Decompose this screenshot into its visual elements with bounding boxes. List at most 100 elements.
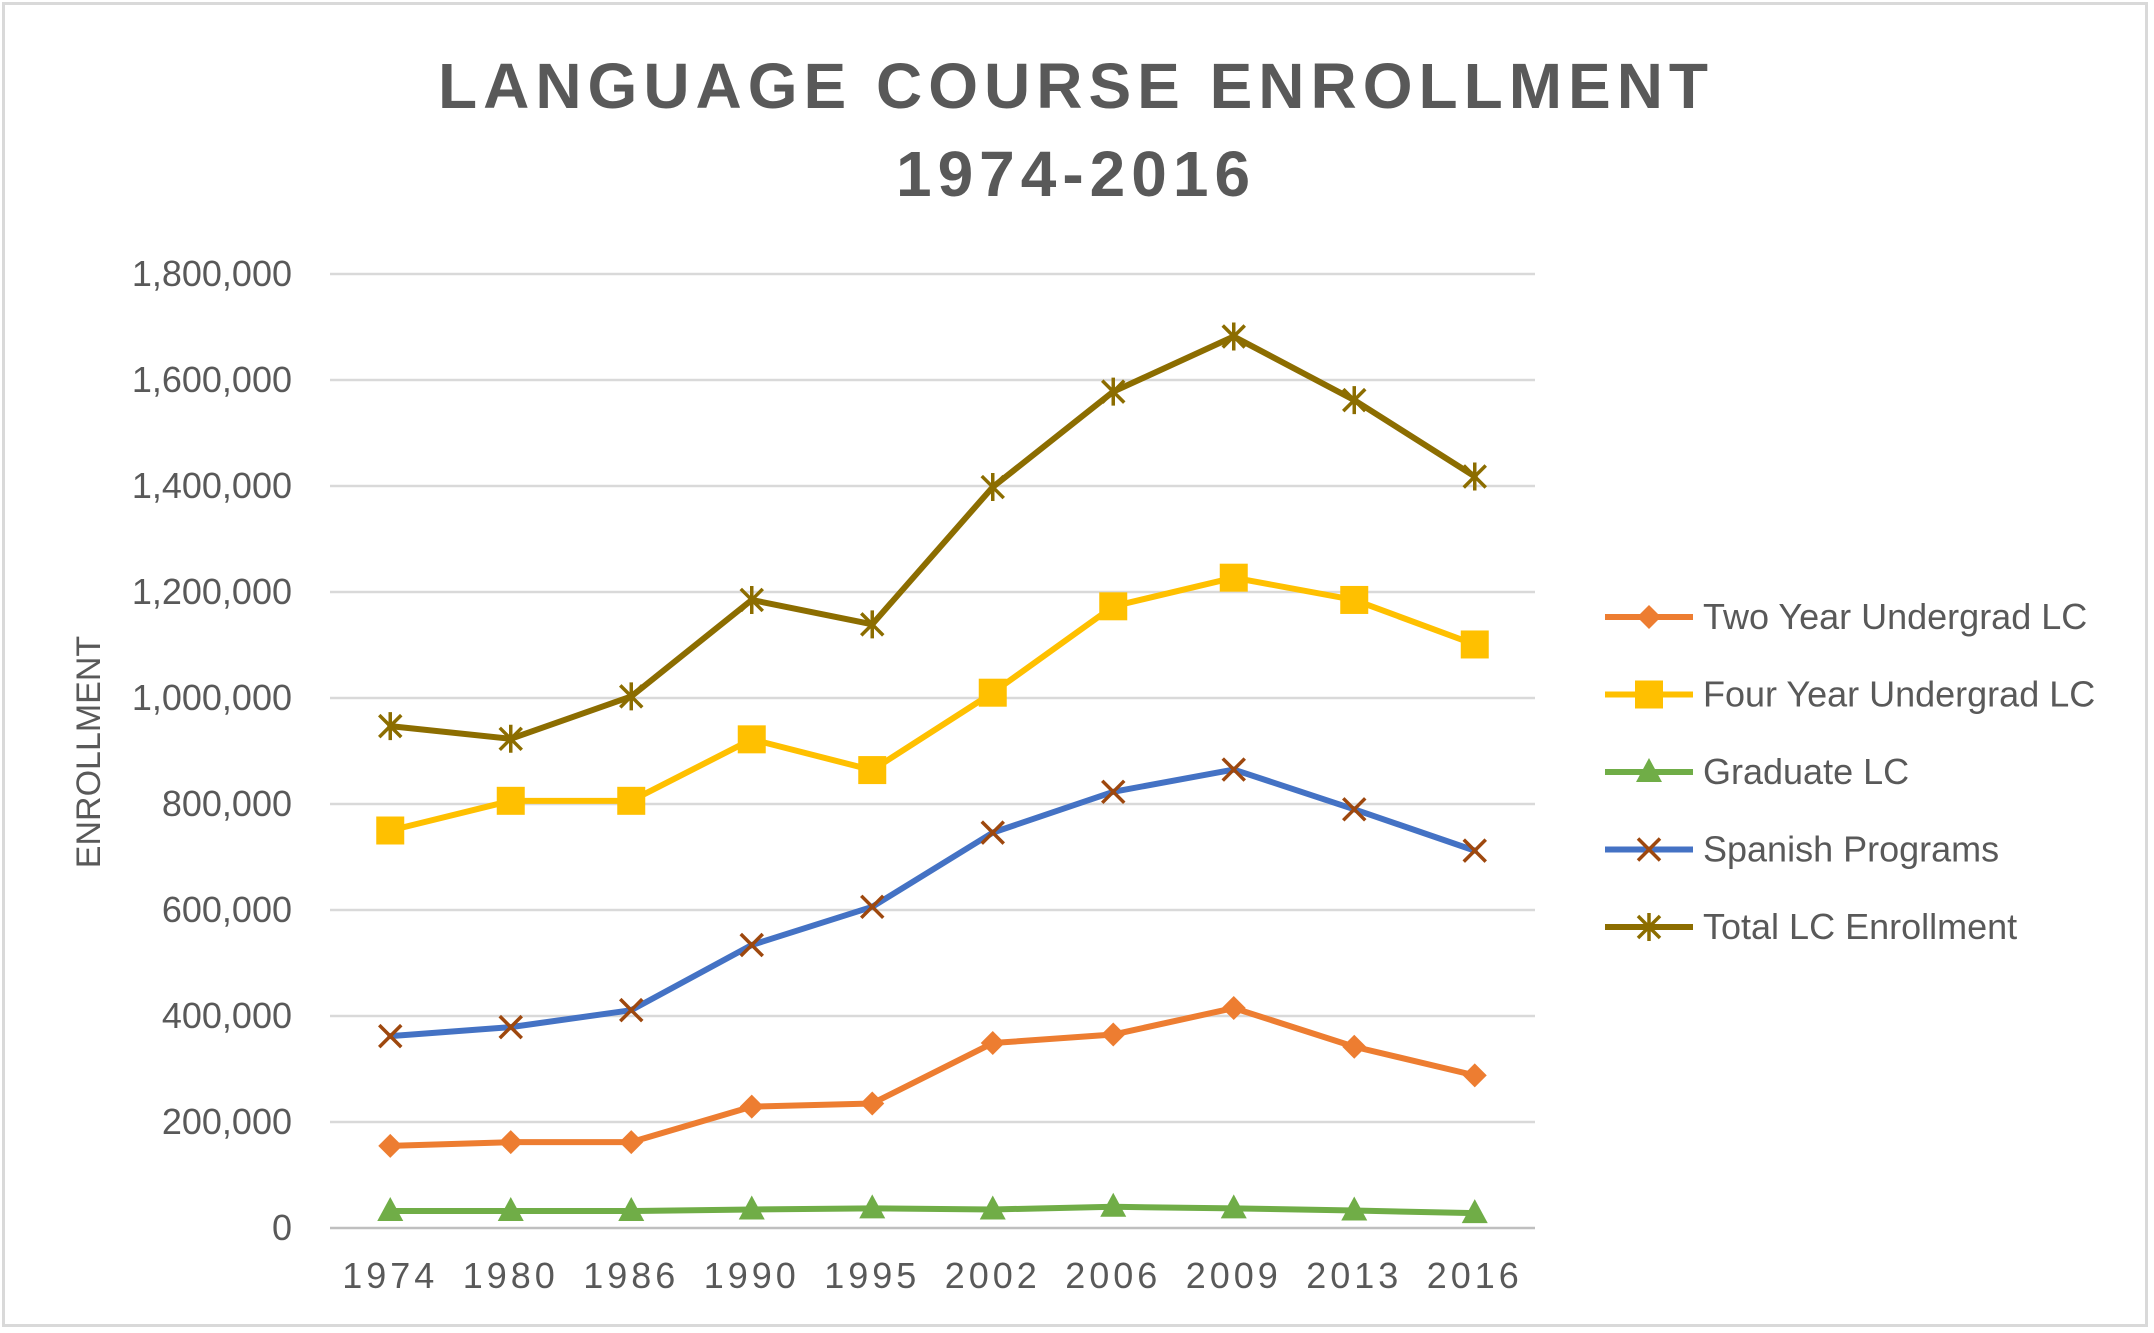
legend-entry: Four Year Undergrad LC [1605,674,2095,715]
data-point [619,997,644,1023]
data-point [737,725,766,754]
legend-entry: Spanish Programs [1605,829,1999,870]
gridlines [330,272,1535,1230]
y-axis-ticks: 0 200,000 400,000 600,000 800,000 1,000,000 1,… [132,253,292,1248]
data-point [497,1197,524,1222]
data-point [1636,913,1662,941]
data-point [980,1031,1005,1056]
chart-title-line-2: 1974-2016 [896,138,1256,210]
x-tick-label: 2013 [1306,1255,1402,1296]
data-point [980,473,1005,502]
x-tick-label: 2016 [1427,1255,1523,1296]
data-point [1462,462,1487,491]
legend-entry: Total LC Enrollment [1605,906,2017,947]
x-tick-label: 1995 [824,1255,920,1296]
data-point [618,1197,645,1222]
data-point [619,1130,644,1155]
series-four-year-undergrad-lc [376,563,1489,845]
data-point [739,932,764,958]
data-point [739,585,764,614]
y-tick-label: 1,000,000 [132,677,292,718]
data-point [376,816,405,845]
y-tick-label: 800,000 [162,783,292,824]
data-point [1342,1034,1367,1059]
x-tick-label: 2006 [1065,1255,1161,1296]
data-point [498,1130,523,1155]
y-tick-label: 1,400,000 [132,465,292,506]
y-axis-title: ENROLLMENT [70,636,108,868]
data-point [1342,386,1367,415]
data-point [1462,1063,1487,1088]
data-point [978,678,1007,707]
data-point [859,1194,886,1219]
data-point [1101,377,1126,406]
data-point [498,1014,523,1040]
data-point [1462,838,1487,863]
data-point [1100,1192,1127,1217]
series-line [387,1005,1478,1149]
legend: Two Year Undergrad LC Four Year Undergrad… [1605,596,2095,947]
series-line [387,333,1478,742]
data-point [1636,837,1662,862]
legend-label: Total LC Enrollment [1703,906,2017,947]
y-tick-label: 1,800,000 [132,253,292,294]
legend-label: Graduate LC [1703,751,1909,792]
data-point [738,1195,765,1220]
series-line [387,766,1478,1040]
data-point [1635,680,1663,709]
data-point [378,1133,403,1158]
data-point [1220,1194,1247,1219]
x-tick-label: 2002 [945,1255,1041,1296]
data-point [858,756,887,785]
data-point [1637,605,1661,629]
x-tick-label: 1980 [463,1255,559,1296]
chart-title-line-1: LANGUAGE COURSE ENROLLMENT [438,50,1714,122]
data-point [1221,757,1246,782]
data-point [860,610,885,639]
data-point [1461,1199,1488,1224]
series-line [387,1203,1478,1217]
y-tick-label: 1,600,000 [132,359,292,400]
series-line [387,574,1478,834]
x-tick-label: 2009 [1186,1255,1282,1296]
series-spanish-programs [378,757,1487,1049]
data-point [1101,779,1126,805]
data-point [860,894,885,920]
legend-label: Two Year Undergrad LC [1703,596,2087,637]
data-point [496,786,525,815]
data-point [979,1195,1006,1220]
data-point [498,724,523,753]
data-point [1099,592,1128,621]
y-tick-label: 400,000 [162,995,292,1036]
legend-label: Spanish Programs [1703,829,1999,870]
legend-entry: Graduate LC [1605,751,1909,792]
data-point [619,682,644,711]
data-point [1460,630,1489,659]
series-graduate-lc [377,1192,1488,1224]
x-axis-ticks: 1974 1980 1986 1990 1995 2002 2006 2009 2013 2016 [342,1255,1523,1296]
y-tick-label: 0 [272,1207,292,1248]
data-point [1636,758,1662,782]
data-point [617,786,646,815]
series-two-year-undergrad-lc [378,996,1487,1158]
data-point [1219,563,1248,592]
data-point [1340,585,1369,614]
data-point [378,712,403,741]
data-point [1221,322,1246,351]
data-point [1342,797,1367,822]
x-tick-label: 1974 [342,1255,438,1296]
data-point [1341,1196,1368,1221]
y-tick-label: 1,200,000 [132,571,292,612]
y-tick-label: 200,000 [162,1101,292,1142]
x-tick-label: 1986 [583,1255,679,1296]
legend-label: Four Year Undergrad LC [1703,674,2095,715]
data-point [377,1197,404,1222]
legend-entry: Two Year Undergrad LC [1605,596,2087,637]
data-point [980,820,1005,845]
data-point [739,1094,764,1119]
series-total-lc-enrollment [378,322,1487,753]
data-point [1221,996,1246,1021]
y-tick-label: 600,000 [162,889,292,930]
